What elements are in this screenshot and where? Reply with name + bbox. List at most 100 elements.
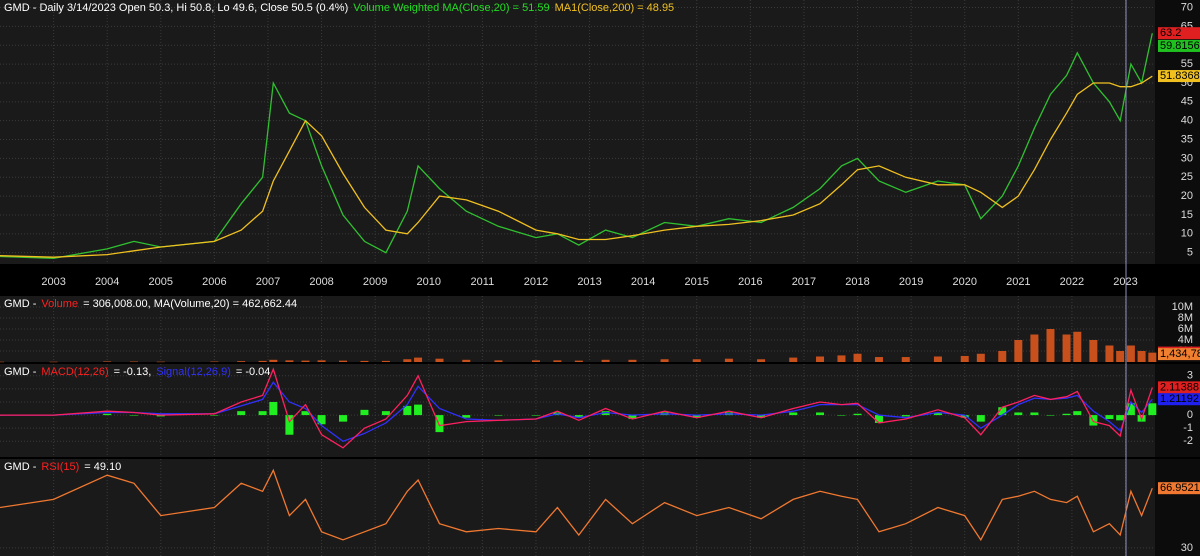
header-part: GMD - (4, 298, 37, 310)
header-part: MA1(Close,200) = 48.95 (555, 2, 675, 14)
series-line (0, 367, 1153, 449)
bar (1030, 334, 1039, 362)
bar (494, 360, 503, 362)
x-tick-label: 2004 (95, 276, 119, 288)
bar (360, 409, 369, 416)
bar (210, 361, 219, 363)
bar (317, 415, 326, 425)
bar (381, 360, 390, 362)
y-tick-label: 8M (1178, 312, 1193, 324)
bar (129, 361, 138, 363)
bar (414, 357, 423, 362)
bar (1116, 351, 1125, 362)
x-tick-label: 2022 (1060, 276, 1084, 288)
bar (1046, 415, 1055, 416)
bar (574, 415, 583, 418)
bar (435, 415, 444, 433)
bar (837, 355, 846, 362)
bar (628, 359, 637, 362)
bar (103, 361, 112, 362)
bar (1116, 415, 1125, 421)
y-tick-label: 15 (1181, 209, 1193, 221)
x-tick-label: 2008 (309, 276, 333, 288)
last-value-box (1158, 39, 1200, 52)
bar (998, 351, 1007, 362)
bar (462, 359, 471, 362)
bar (0, 361, 4, 363)
x-tick-label: 2021 (1006, 276, 1030, 288)
bar (601, 359, 610, 362)
header-part: = 49.10 (84, 461, 121, 473)
bar (210, 415, 219, 416)
bar (269, 359, 278, 362)
x-tick-label: 2011 (471, 276, 495, 288)
bar (757, 415, 766, 418)
bar (1073, 331, 1082, 362)
bar (237, 411, 246, 416)
header-part: Volume Weighted MA(Close,20) = 51.59 (353, 2, 549, 14)
y-tick-label: 6M (1178, 323, 1193, 335)
last-value-label: 63.2 (1160, 27, 1181, 39)
x-tick-label: 2009 (363, 276, 387, 288)
bar (853, 413, 862, 416)
last-value-box (1158, 393, 1200, 406)
bar (789, 357, 798, 362)
bar (960, 355, 969, 362)
bar (285, 415, 294, 435)
bar (462, 415, 471, 418)
bar (960, 415, 969, 418)
header-part: Signal(12,26,9) (156, 366, 231, 378)
last-value-box (1158, 381, 1200, 394)
bar (403, 405, 412, 416)
bar (933, 356, 942, 362)
header-part: GMD - (4, 366, 37, 378)
last-value-label: 66.9521 (1160, 482, 1200, 494)
y-tick-label: 55 (1181, 58, 1193, 70)
x-tick-label: 2005 (149, 276, 173, 288)
series-line (0, 468, 1153, 542)
header-part: Volume (41, 298, 78, 310)
bar (1014, 340, 1023, 362)
axis-area (1155, 364, 1200, 457)
bar (976, 353, 985, 362)
bar (1030, 412, 1039, 416)
bar (1148, 352, 1157, 362)
bar (285, 360, 294, 362)
series-line (0, 75, 1153, 258)
y-tick-label: 0 (1187, 409, 1193, 421)
y-tick-label: 20 (1181, 190, 1193, 202)
pane-header: GMD - Volume = 306,008.00, MA(Volume,20) =… (4, 298, 297, 310)
bar (853, 353, 862, 362)
last-value-box (1158, 70, 1200, 83)
y-tick-label: 35 (1181, 133, 1193, 145)
y-tick-label: 40 (1181, 115, 1193, 127)
x-tick-label: 2015 (685, 276, 709, 288)
bar (129, 415, 138, 416)
bar (494, 415, 503, 416)
bar (816, 412, 825, 416)
last-value-box (1158, 482, 1200, 495)
pane (0, 0, 1155, 264)
y-tick-label: -1 (1183, 422, 1193, 434)
bar (1062, 413, 1071, 416)
bar (789, 412, 798, 416)
bar (553, 360, 562, 362)
x-tick-label: 2016 (738, 276, 762, 288)
last-value-label: 1.21192 (1160, 393, 1199, 405)
bar (901, 415, 910, 417)
bar (1014, 412, 1023, 416)
bar (874, 357, 883, 362)
x-tick-label: 2014 (631, 276, 655, 288)
x-tick-label: 2013 (577, 276, 601, 288)
series-line (0, 33, 1153, 259)
bar (976, 415, 985, 422)
bar (837, 415, 846, 416)
x-tick-label: 2018 (845, 276, 869, 288)
bar (1105, 415, 1114, 420)
bar (103, 413, 112, 416)
header-part: GMD - (4, 461, 37, 473)
pane-header: GMD - RSI(15) = 49.10 (4, 461, 121, 473)
y-tick-label: 5 (1187, 247, 1193, 259)
pane-header: GMD - Daily 3/14/2023 Open 50.3, Hi 50.8… (4, 2, 674, 14)
bar (1148, 403, 1157, 416)
